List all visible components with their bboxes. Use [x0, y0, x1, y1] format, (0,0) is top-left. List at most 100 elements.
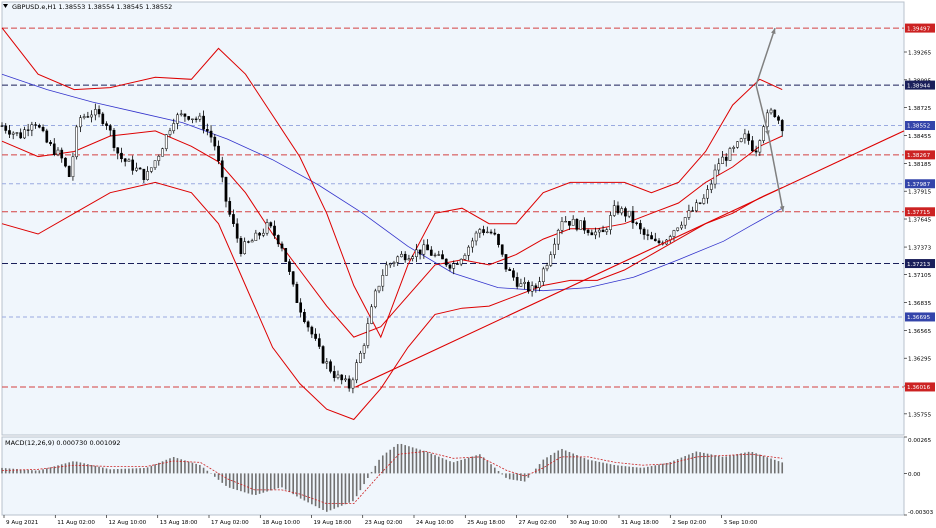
- macd-pane[interactable]: [1, 436, 905, 516]
- price-tick-label: 1.37915: [908, 190, 932, 196]
- candle-body: [650, 235, 653, 240]
- symbol-menu-icon[interactable]: [3, 4, 8, 8]
- time-tick-label: 11 Aug 02:00: [57, 520, 95, 526]
- candle-body: [34, 124, 37, 126]
- candle-body: [8, 130, 11, 135]
- candle-body: [474, 232, 478, 242]
- forecast-arrowhead: [771, 28, 776, 35]
- price-tick-label: 1.37105: [908, 273, 932, 279]
- candle-body: [527, 281, 530, 292]
- candle-body: [71, 156, 75, 177]
- price-tick-label: 1.37645: [908, 218, 932, 224]
- forecast-arrow: [755, 84, 770, 137]
- candle-body: [762, 126, 765, 141]
- level-tag: [905, 312, 935, 322]
- time-tick-label: 17 Aug 02:00: [211, 520, 249, 526]
- price-tick-label: 1.38185: [908, 162, 932, 168]
- candle-body: [415, 249, 418, 257]
- candle-body: [706, 189, 709, 199]
- candle-body: [127, 159, 131, 162]
- candle-body: [452, 263, 456, 269]
- candle-body: [355, 362, 358, 381]
- candle-body: [403, 253, 407, 261]
- candle-body: [657, 240, 661, 244]
- candle-body: [605, 229, 609, 233]
- candle-body: [530, 285, 534, 292]
- candle-body: [93, 109, 97, 116]
- price-pane[interactable]: [1, 1, 905, 436]
- candle-body: [258, 232, 261, 236]
- candle-body: [325, 361, 329, 364]
- candle-body: [75, 126, 79, 158]
- candle-body: [467, 246, 470, 256]
- candle-body: [586, 229, 590, 233]
- price-tick-label: 1.36565: [908, 329, 932, 335]
- candle-body: [209, 130, 213, 138]
- candle-body: [620, 208, 624, 214]
- candle-body: [273, 225, 276, 236]
- candle-body: [235, 223, 239, 239]
- candle-body: [213, 136, 217, 147]
- candle-body: [639, 223, 642, 230]
- candle-body: [418, 249, 422, 255]
- level-tag-label: 1.36695: [907, 315, 931, 321]
- candle-body: [396, 256, 400, 263]
- level-tag-label: 1.37715: [907, 210, 931, 216]
- candle-body: [541, 268, 545, 282]
- candle-body: [612, 205, 616, 216]
- candle-body: [653, 238, 657, 242]
- candle-body: [624, 208, 627, 217]
- candle-body: [426, 244, 429, 251]
- candle-body: [709, 183, 713, 190]
- candle-body: [635, 222, 638, 224]
- candle-body: [523, 281, 526, 284]
- candle-body: [773, 109, 777, 118]
- time-tick-label: 19 Aug 18:00: [314, 520, 352, 526]
- candle-body: [82, 116, 86, 119]
- candle-body: [120, 152, 123, 160]
- price-tick-label: 1.37373: [908, 246, 932, 252]
- candle-body: [575, 218, 579, 230]
- time-tick-label: 25 Aug 18:00: [467, 520, 505, 526]
- candle-body: [220, 160, 224, 178]
- candle-body: [594, 231, 597, 236]
- candle-body: [37, 125, 41, 128]
- candle-body: [534, 285, 538, 289]
- level-tag-label: 1.39497: [907, 26, 931, 32]
- candle-body: [64, 157, 67, 167]
- level-tag-label: 1.37213: [907, 262, 931, 268]
- candle-body: [303, 311, 306, 323]
- candle-body: [183, 113, 187, 117]
- candle-body: [695, 202, 698, 211]
- candle-body: [433, 254, 437, 257]
- time-tick-label: 2 Sep 02:00: [672, 520, 706, 526]
- candle-body: [135, 167, 138, 171]
- candle-body: [101, 113, 105, 124]
- candle-body: [161, 148, 164, 157]
- candle-body: [381, 275, 385, 287]
- candle-body: [616, 205, 620, 214]
- price-tick-label: 1.36295: [908, 357, 932, 363]
- candle-body: [299, 302, 303, 313]
- candle-body: [579, 220, 582, 230]
- candle-body: [247, 241, 250, 243]
- candle-body: [179, 113, 183, 116]
- price-tick-label: 1.35755: [908, 412, 932, 418]
- candle-body: [672, 230, 676, 237]
- bollinger-lower-line: [1, 181, 783, 421]
- candle-body: [23, 129, 26, 139]
- price-tick-label: 1.39265: [908, 51, 932, 57]
- candle-body: [429, 249, 433, 256]
- level-tag: [905, 207, 935, 217]
- candle-body: [370, 306, 373, 324]
- candle-body: [314, 333, 317, 339]
- candle-body: [732, 147, 736, 149]
- candle-body: [276, 235, 280, 245]
- candle-body: [295, 283, 299, 303]
- candle-body: [721, 156, 724, 164]
- candle-body: [388, 263, 392, 266]
- candle-body: [265, 222, 269, 234]
- candle-body: [601, 229, 605, 233]
- candle-body: [60, 149, 64, 159]
